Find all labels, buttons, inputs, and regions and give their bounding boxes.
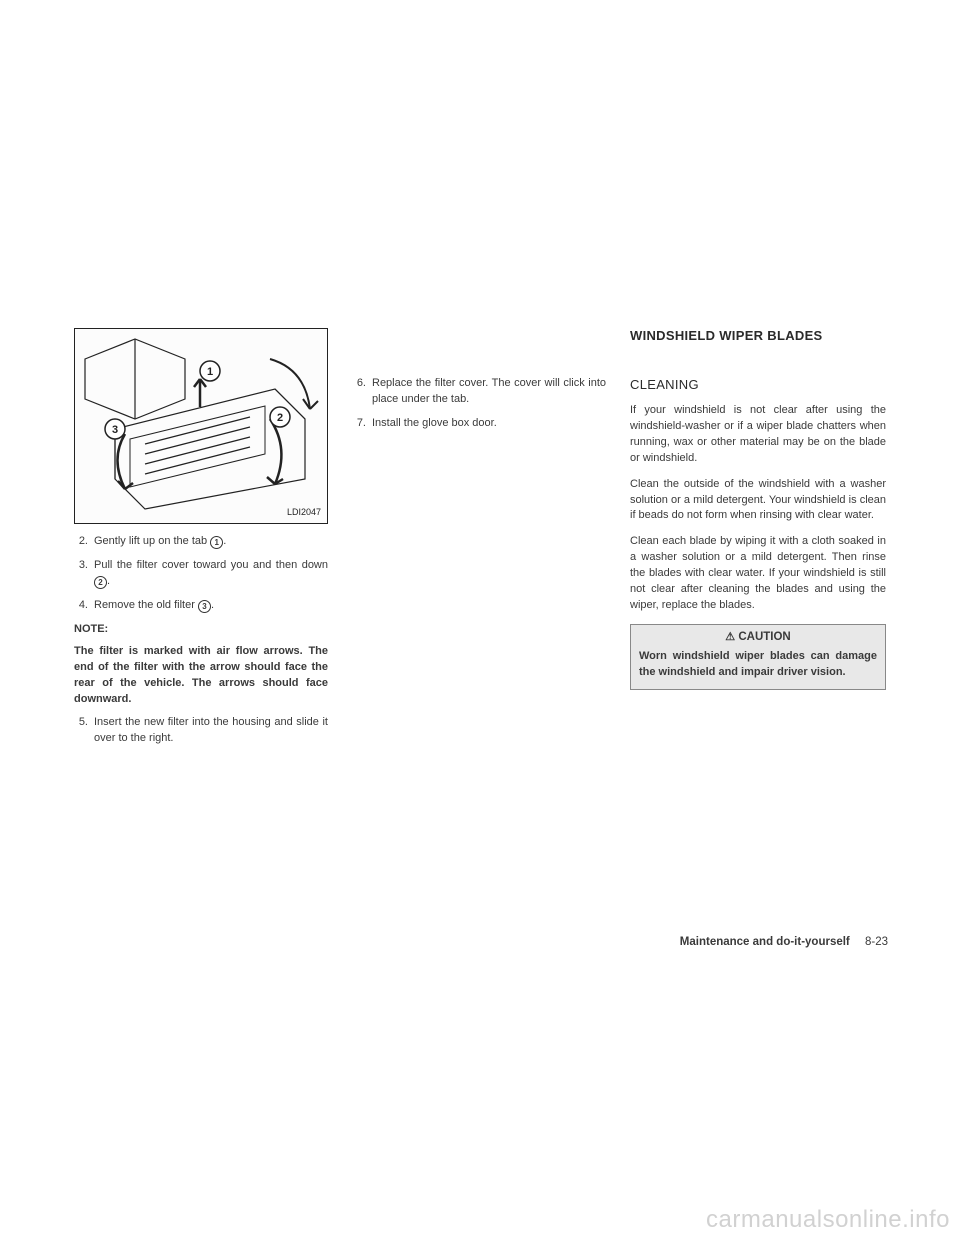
step-4: 4. Remove the old filter 3. [74,598,328,614]
watermark: carmanualsonline.info [706,1206,950,1234]
step-text-pre: Remove the old filter [94,599,198,611]
step-5: 5. Insert the new filter into the housin… [74,715,328,747]
callout-1: 1 [207,366,213,378]
figure-svg: 1 2 3 [75,329,326,522]
column-3: CLEANING If your windshield is not clear… [630,328,886,755]
step-text: Install the glove box door. [372,416,606,432]
cleaning-para-3: Clean each blade by wiping it with a clo… [630,534,886,614]
circled-1: 1 [210,536,223,549]
step-6: 6. Replace the filter cover. The cover w… [352,376,606,408]
note-label: NOTE: [74,622,328,638]
caution-box: ⚠ CAUTION Worn windshield wiper blades c… [630,624,886,690]
step-text-post: . [223,535,226,547]
step-text-pre: Pull the filter cover toward you and the… [94,559,328,571]
step-number: 6. [352,376,372,408]
cleaning-para-1: If your windshield is not clear after us… [630,403,886,467]
figure-caption: LDI2047 [287,506,321,519]
callout-3: 3 [112,424,118,436]
column-1: 1 2 3 LDI2047 2. Gently lift up on the t… [74,328,328,755]
circled-3: 3 [198,600,211,613]
step-text-post: . [107,575,110,587]
step-number: 2. [74,534,94,550]
step-text: Remove the old filter 3. [94,598,328,614]
caution-label: CAUTION [738,631,790,643]
page-footer: Maintenance and do-it-yourself 8-23 [680,936,888,948]
step-number: 4. [74,598,94,614]
step-text-post: . [211,599,214,611]
step-number: 3. [74,558,94,590]
figure-filter-cover: 1 2 3 LDI2047 [74,328,328,524]
step-text: Insert the new filter into the housing a… [94,715,328,747]
step-text-pre: Gently lift up on the tab [94,535,210,547]
callout-2: 2 [277,412,283,424]
footer-page: 8-23 [865,936,888,948]
cleaning-subhead: CLEANING [630,376,886,395]
page-content: 1 2 3 LDI2047 2. Gently lift up on the t… [74,328,888,755]
step-3: 3. Pull the filter cover toward you and … [74,558,328,590]
step-number: 7. [352,416,372,432]
step-7: 7. Install the glove box door. [352,416,606,432]
column-2: 6. Replace the filter cover. The cover w… [352,328,606,755]
footer-section: Maintenance and do-it-yourself [680,936,850,948]
step-text: Replace the filter cover. The cover will… [372,376,606,408]
warning-icon: ⚠ [725,630,735,646]
cleaning-para-2: Clean the outside of the windshield with… [630,477,886,525]
step-2: 2. Gently lift up on the tab 1. [74,534,328,550]
step-text: Gently lift up on the tab 1. [94,534,328,550]
step-number: 5. [74,715,94,747]
caution-heading: ⚠ CAUTION [639,629,877,646]
caution-body: Worn windshield wiper blades can damage … [639,649,877,681]
step-text: Pull the filter cover toward you and the… [94,558,328,590]
circled-2: 2 [94,576,107,589]
note-body: The filter is marked with air flow arrow… [74,644,328,708]
